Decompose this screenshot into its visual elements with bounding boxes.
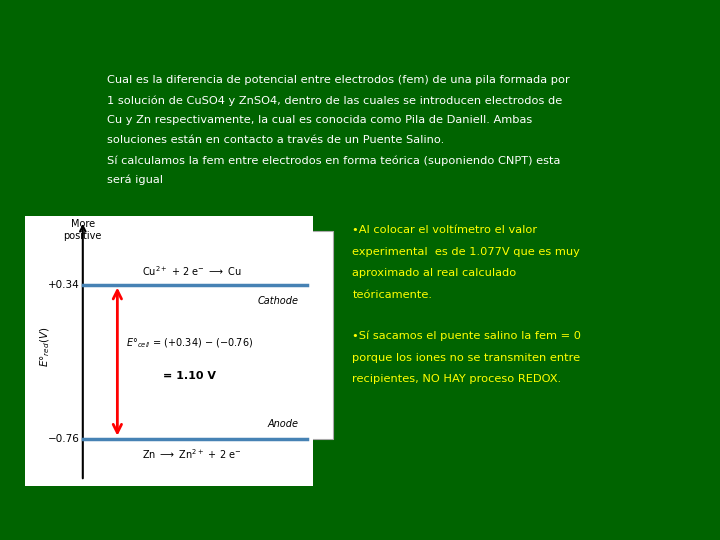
- Text: porque los iones no se transmiten entre: porque los iones no se transmiten entre: [352, 353, 580, 362]
- Text: •Sí sacamos el puente salino la fem = 0: •Sí sacamos el puente salino la fem = 0: [352, 331, 581, 341]
- Text: = 1.10 V: = 1.10 V: [163, 372, 216, 381]
- Text: será igual: será igual: [107, 175, 163, 185]
- Text: recipientes, NO HAY proceso REDOX.: recipientes, NO HAY proceso REDOX.: [352, 374, 562, 384]
- Text: Cu y Zn respectivamente, la cual es conocida como Pila de Daniell. Ambas: Cu y Zn respectivamente, la cual es cono…: [107, 115, 532, 125]
- Text: +0.34: +0.34: [48, 280, 80, 290]
- Text: $E°_{red}(V)$: $E°_{red}(V)$: [39, 327, 52, 367]
- Text: teóricamente.: teóricamente.: [352, 290, 432, 300]
- Text: Sí calculamos la fem entre electrodos en forma teórica (suponiendo CNPT) esta: Sí calculamos la fem entre electrodos en…: [107, 155, 560, 166]
- Text: Cual es la diferencia de potencial entre electrodos (fem) de una pila formada po: Cual es la diferencia de potencial entre…: [107, 75, 570, 85]
- Text: Zn $\longrightarrow$ Zn$^{2+}$ + 2 e$^{-}$: Zn $\longrightarrow$ Zn$^{2+}$ + 2 e$^{-…: [143, 447, 242, 461]
- Text: Cu$^{2+}$ + 2 e$^{-}$ $\longrightarrow$ Cu: Cu$^{2+}$ + 2 e$^{-}$ $\longrightarrow$ …: [143, 265, 242, 278]
- Text: −0.76: −0.76: [48, 434, 80, 443]
- Text: Anode: Anode: [268, 418, 299, 429]
- Text: aproximado al real calculado: aproximado al real calculado: [352, 268, 516, 278]
- Text: experimental  es de 1.077V que es muy: experimental es de 1.077V que es muy: [352, 246, 580, 256]
- Text: soluciones están en contacto a través de un Puente Salino.: soluciones están en contacto a través de…: [107, 135, 444, 145]
- Text: More
positive: More positive: [63, 219, 102, 241]
- Bar: [109, 231, 333, 439]
- Text: $E°_{cell}$ = (+0.34) $-$ ($-$0.76): $E°_{cell}$ = (+0.34) $-$ ($-$0.76): [126, 336, 253, 350]
- Text: •Al colocar el voltímetro el valor: •Al colocar el voltímetro el valor: [352, 225, 537, 235]
- Text: 1 solución de CuSO4 y ZnSO4, dentro de las cuales se introducen electrodos de: 1 solución de CuSO4 y ZnSO4, dentro de l…: [107, 95, 562, 106]
- Text: Cathode: Cathode: [258, 296, 299, 306]
